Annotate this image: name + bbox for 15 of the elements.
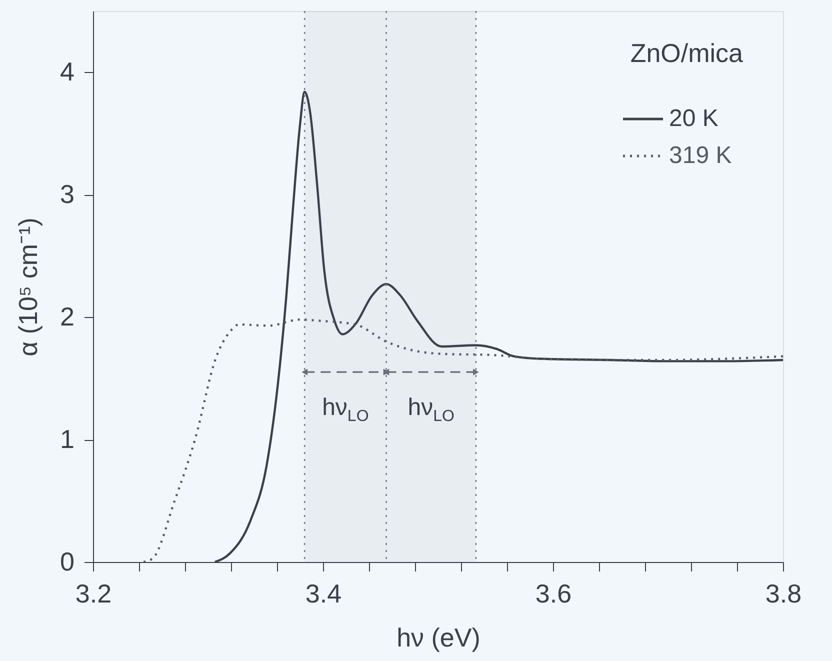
line-series: [142, 318, 783, 562]
annotation: ZnO/mica: [630, 38, 744, 68]
x-axis-title: hν (eV): [396, 622, 480, 652]
y-tick-label: 4: [60, 56, 74, 87]
x-tick-label: 3.6: [535, 578, 572, 608]
y-axis-title: α (10⁵ cm⁻¹): [13, 218, 44, 356]
y-tick-label: 3: [60, 179, 74, 210]
y-tick-label: 0: [60, 546, 74, 576]
x-tick-label: 3.4: [305, 578, 342, 608]
y-tick-label: 1: [60, 424, 74, 454]
legend-label: 319 K: [669, 142, 732, 169]
y-tick-label: 2: [60, 302, 74, 332]
x-tick-label: 3.2: [75, 578, 112, 608]
legend-label: 20 K: [669, 105, 718, 132]
x-tick-label: 3.8: [765, 578, 802, 608]
